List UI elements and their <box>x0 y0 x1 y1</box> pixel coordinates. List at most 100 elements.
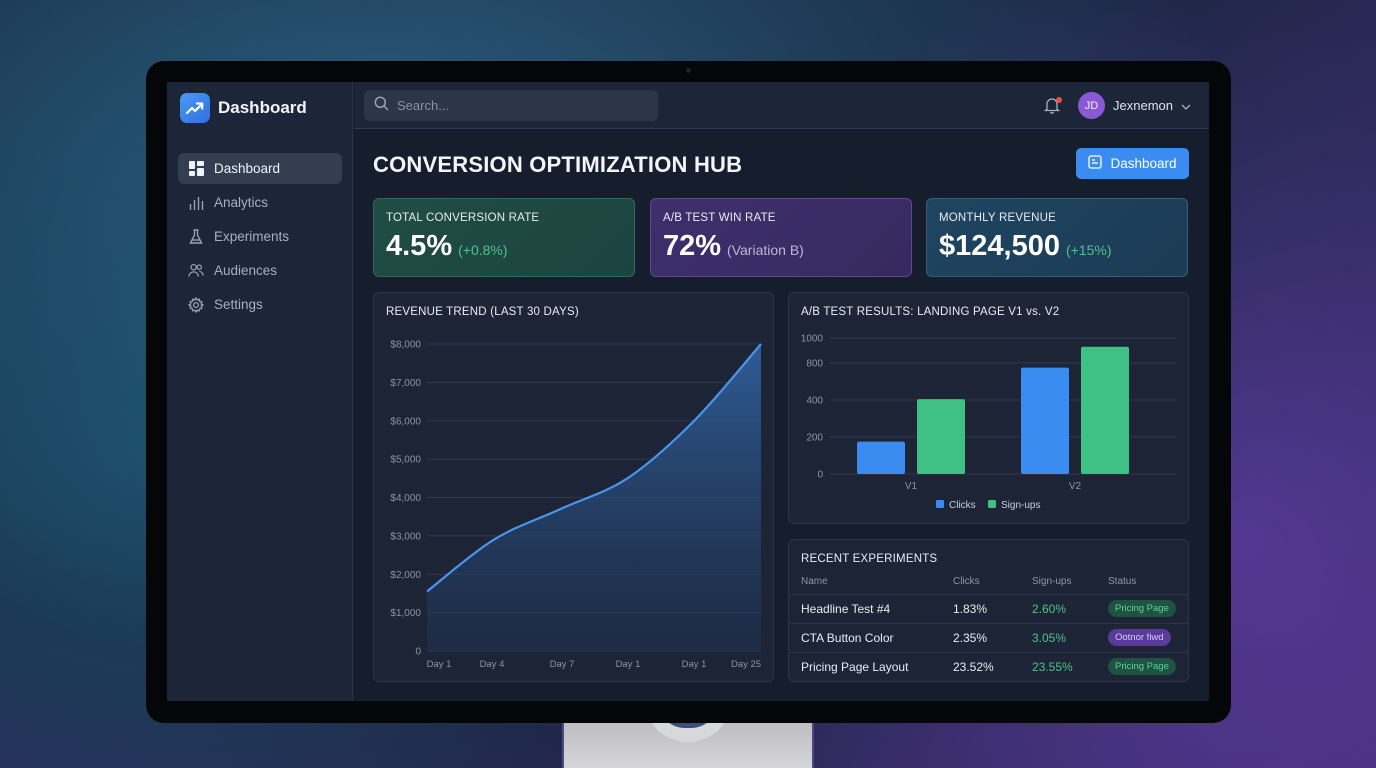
search-input[interactable] <box>397 98 637 113</box>
kpi-label: MONTHLY REVENUE <box>939 212 1056 224</box>
experiment-clicks: 23.52% <box>953 659 994 674</box>
search-box[interactable] <box>364 90 658 121</box>
panel-title: A/B TEST RESULTS: LANDING PAGE V1 vs. V2 <box>801 306 1060 318</box>
experiment-name: Pricing Page Layout <box>801 659 909 674</box>
sidebar-item-label: Settings <box>214 297 263 312</box>
experiment-signups: 2.60% <box>1020 594 1096 624</box>
search-icon <box>374 96 389 116</box>
column-header[interactable]: Sign-ups <box>1020 570 1096 595</box>
sidebar-item-label: Analytics <box>214 195 269 210</box>
table-row[interactable]: Headline Test #4 1.83% 2.60% Pricing Pag… <box>789 594 1188 624</box>
experiments-table: Name Clicks Sign-ups Status Headline Tes… <box>789 570 1188 681</box>
svg-text:$6,000: $6,000 <box>390 416 421 427</box>
svg-text:Day 1: Day 1 <box>616 659 641 670</box>
svg-text:$2,000: $2,000 <box>390 570 421 581</box>
ab-test-bar-chart: 1000 800 400 200 0 V1 V2 Clicks Sign-ups <box>801 334 1176 511</box>
svg-text:$1,000: $1,000 <box>390 608 421 619</box>
svg-text:Day 4: Day 4 <box>480 659 505 670</box>
kpi-card-monthly-revenue: MONTHLY REVENUE $124,500 (+15%) <box>926 198 1188 277</box>
svg-text:400: 400 <box>806 396 823 407</box>
status-badge: Pricing Page <box>1108 600 1176 617</box>
experiment-name: CTA Button Color <box>789 623 941 653</box>
experiment-clicks: 1.83% <box>941 594 1020 624</box>
page-title: CONVERSION OPTIMIZATION HUB <box>373 152 743 177</box>
flask-icon <box>188 228 204 245</box>
revenue-trend-chart: $8,000 $7,000 $6,000 $5,000 $4,000 $3,000 $2,0… <box>390 340 762 670</box>
column-header[interactable]: Clicks <box>941 570 1020 595</box>
kpi-value: 72% <box>663 230 722 262</box>
svg-text:V2: V2 <box>1069 481 1082 492</box>
revenue-trend-panel: REVENUE TREND (LAST 30 DAYS) $8,000 $7,00… <box>373 292 774 682</box>
sidebar-item-label: Experiments <box>214 229 290 244</box>
sidebar-item-label: Dashboard <box>214 161 281 176</box>
svg-text:0: 0 <box>817 470 823 481</box>
svg-text:$5,000: $5,000 <box>390 455 421 466</box>
table-row[interactable]: CTA Button Color 2.35% 3.05% Ootnor fiwd <box>789 623 1188 653</box>
kpi-label: A/B TEST WIN RATE <box>663 212 776 224</box>
user-name: Jexnemon <box>1113 98 1173 113</box>
sidebar-nav: Dashboard Analytics Experiments Audience… <box>178 153 342 323</box>
kpi-label: TOTAL CONVERSION RATE <box>386 212 540 224</box>
ab-test-panel: A/B TEST RESULTS: LANDING PAGE V1 vs. V2… <box>788 292 1189 524</box>
svg-text:$8,000: $8,000 <box>390 340 421 351</box>
svg-text:$4,000: $4,000 <box>390 493 421 504</box>
sidebar: Dashboard Dashboard Analytics Experiment… <box>167 82 353 701</box>
sidebar-item-label: Audiences <box>214 263 278 278</box>
topbar: JD Jexnemon <box>354 82 1209 129</box>
sidebar-item-settings[interactable]: Settings <box>178 289 342 320</box>
panel-title: REVENUE TREND (LAST 30 DAYS) <box>386 306 579 318</box>
svg-text:Clicks: Clicks <box>949 500 976 511</box>
column-header[interactable]: Name <box>789 570 941 595</box>
kpi-card-ab-win-rate: A/B TEST WIN RATE 72% (Variation B) <box>650 198 912 277</box>
trending-up-icon <box>180 93 210 123</box>
bar-chart-icon <box>188 195 204 211</box>
svg-text:200: 200 <box>806 433 823 444</box>
grid-icon <box>188 161 204 177</box>
status-badge: Pricing Page <box>1108 658 1176 676</box>
experiment-name: Headline Test #4 <box>789 594 941 624</box>
svg-text:Day 1: Day 1 <box>682 659 707 670</box>
chevron-down-icon <box>1181 97 1191 115</box>
gear-icon <box>188 296 204 313</box>
svg-text:800: 800 <box>806 359 823 370</box>
column-header[interactable]: Status <box>1096 570 1188 595</box>
sidebar-item-analytics[interactable]: Analytics <box>178 187 342 218</box>
kpi-delta: (Variation B) <box>727 242 804 258</box>
svg-text:0: 0 <box>415 647 421 658</box>
dashboard-button[interactable]: Dashboard <box>1076 148 1189 179</box>
webcam <box>686 68 691 73</box>
kpi-delta: (+0.8%) <box>458 242 508 258</box>
svg-text:Day 25: Day 25 <box>731 659 761 670</box>
sidebar-item-experiments[interactable]: Experiments <box>178 221 342 252</box>
dashboard-card-icon <box>1088 155 1103 172</box>
users-icon <box>188 263 204 279</box>
screen: Dashboard Dashboard Analytics Experiment… <box>167 82 1209 701</box>
panel-title: RECENT EXPERIMENTS <box>801 553 938 565</box>
svg-text:Sign-ups: Sign-ups <box>1001 500 1040 511</box>
experiment-clicks: 2.35% <box>941 623 1020 653</box>
svg-text:1000: 1000 <box>801 334 824 345</box>
kpi-delta: (+15%) <box>1065 242 1112 258</box>
kpi-value: 4.5% <box>386 230 453 262</box>
sidebar-item-dashboard[interactable]: Dashboard <box>178 153 342 184</box>
recent-experiments-panel: RECENT EXPERIMENTS Name Clicks Sign-ups … <box>788 539 1189 682</box>
notifications-button[interactable] <box>1043 96 1062 116</box>
kpi-card-conversion-rate: TOTAL CONVERSION RATE 4.5% (+0.8%) <box>373 198 635 277</box>
svg-text:$3,000: $3,000 <box>390 531 421 542</box>
brand-title: Dashboard <box>218 98 307 117</box>
brand[interactable]: Dashboard <box>180 93 307 123</box>
svg-text:V1: V1 <box>905 481 918 492</box>
experiment-signups: 3.05% <box>1020 623 1096 653</box>
sidebar-item-audiences[interactable]: Audiences <box>178 255 342 286</box>
svg-text:Day 1: Day 1 <box>427 659 452 670</box>
dashboard-button-label: Dashboard <box>1110 156 1177 171</box>
svg-text:Day 7: Day 7 <box>550 659 575 670</box>
avatar: JD <box>1078 92 1105 119</box>
table-row[interactable]: Pricing Page Layout 23.52% 23.55% Pricin… <box>789 652 1188 681</box>
kpi-value: $124,500 <box>939 230 1060 262</box>
status-badge: Ootnor fiwd <box>1108 629 1171 646</box>
experiment-signups: 23.55% <box>1032 659 1073 674</box>
notification-dot <box>1056 97 1062 103</box>
user-menu[interactable]: JD Jexnemon <box>1078 92 1191 119</box>
svg-text:$7,000: $7,000 <box>390 378 421 389</box>
